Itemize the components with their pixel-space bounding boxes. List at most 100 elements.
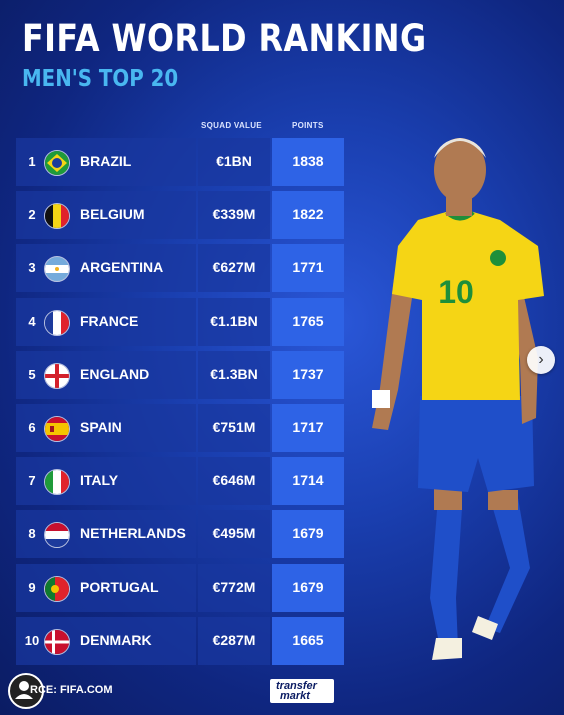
points-value: 1665 xyxy=(292,631,324,648)
points-cell: 1737 xyxy=(272,350,344,399)
page-subtitle: MEN'S TOP 20 xyxy=(22,66,179,92)
country-name: DENMARK xyxy=(80,631,152,648)
italy-flag-icon xyxy=(44,469,70,496)
table-row: 2 BELGIUM €339M 1822 xyxy=(16,191,344,240)
country-cell: 5 ENGLAND xyxy=(16,350,196,399)
country-cell: 10 DENMARK xyxy=(16,616,196,665)
points-cell: 1679 xyxy=(272,563,344,612)
points-value: 1822 xyxy=(292,206,324,223)
rank-number: 8 xyxy=(28,526,36,542)
france-flag-icon xyxy=(44,309,70,336)
next-slide-button[interactable]: › xyxy=(527,346,555,374)
belgium-flag-icon xyxy=(44,203,70,230)
squad-value: €772M xyxy=(212,578,256,595)
table-row: 1 BRAZIL €1BN 1838 xyxy=(16,138,344,186)
logo-line-1: transfer xyxy=(276,680,317,692)
country-name: NETHERLANDS xyxy=(80,525,186,542)
rank-number: 1 xyxy=(28,154,36,169)
points-cell: 1822 xyxy=(272,191,344,240)
england-flag-icon xyxy=(44,362,70,389)
country-name: BELGIUM xyxy=(80,206,145,223)
table-row: 5 ENGLAND €1.3BN 1737 xyxy=(16,350,344,399)
squad-value: €1BN xyxy=(216,153,252,169)
points-value: 1771 xyxy=(292,259,324,276)
squad-value: €646M xyxy=(212,472,256,489)
chevron-right-icon: › xyxy=(538,351,544,368)
squad-value-cell: €339M xyxy=(198,191,270,240)
country-name: SPAIN xyxy=(80,419,122,435)
points-cell: 1838 xyxy=(272,138,344,186)
squad-value-cell: €772M xyxy=(198,563,270,612)
country-cell: 2 BELGIUM xyxy=(16,191,196,240)
points-cell: 1665 xyxy=(272,616,344,665)
points-cell: 1765 xyxy=(272,297,344,346)
squad-value-cell: €627M xyxy=(198,244,270,293)
rank-number: 5 xyxy=(28,366,36,382)
country-cell: 1 BRAZIL xyxy=(16,138,196,186)
squad-value: €495M xyxy=(212,525,256,542)
squad-value-cell: €1.3BN xyxy=(198,350,270,399)
country-name: BRAZIL xyxy=(80,153,132,169)
squad-value-cell: €751M xyxy=(198,404,270,452)
points-value: 1717 xyxy=(292,419,324,435)
rank-number: 10 xyxy=(24,632,40,648)
squad-value-cell: €287M xyxy=(198,616,270,665)
country-name: FRANCE xyxy=(80,312,139,329)
table-row: 9 PORTUGAL €772M 1679 xyxy=(16,563,344,612)
points-cell: 1714 xyxy=(272,457,344,506)
logo-line-2: markt xyxy=(280,690,310,702)
denmark-flag-icon xyxy=(44,628,70,655)
squad-value: €339M xyxy=(212,206,256,223)
rank-number: 9 xyxy=(28,579,36,595)
source-credit: RCE: FIFA.COM xyxy=(30,684,113,696)
rank-number: 2 xyxy=(28,207,36,223)
page-title: FIFA WORLD RANKING xyxy=(22,17,427,60)
points-value: 1679 xyxy=(292,525,324,542)
points-cell: 1679 xyxy=(272,510,344,559)
table-row: 7 ITALY €646M 1714 xyxy=(16,457,344,506)
rank-number: 6 xyxy=(28,420,36,435)
jersey-number: 10 xyxy=(438,274,474,310)
table-row: 6 SPAIN €751M 1717 xyxy=(16,404,344,452)
rank-number: 4 xyxy=(28,313,36,329)
points-value: 1838 xyxy=(292,153,324,169)
squad-value: €627M xyxy=(212,259,256,276)
rank-number: 3 xyxy=(28,260,36,276)
country-cell: 7 ITALY xyxy=(16,457,196,506)
table-row: 4 FRANCE €1.1BN 1765 xyxy=(16,297,344,346)
country-name: PORTUGAL xyxy=(80,578,159,595)
squad-value-cell: €1.1BN xyxy=(198,297,270,346)
country-cell: 6 SPAIN xyxy=(16,404,196,452)
country-name: ARGENTINA xyxy=(80,259,164,276)
table-row: 10 DENMARK €287M 1665 xyxy=(16,616,344,665)
table-row: 3 ARGENTINA €627M 1771 xyxy=(16,244,344,293)
country-cell: 4 FRANCE xyxy=(16,297,196,346)
column-header-points: POINTS xyxy=(292,121,324,130)
table-row: 8 NETHERLANDS €495M 1679 xyxy=(16,510,344,559)
user-avatar-icon[interactable] xyxy=(8,673,44,709)
column-header-squad-value: SQUAD VALUE xyxy=(201,121,262,130)
squad-value-cell: €1BN xyxy=(198,138,270,186)
squad-value: €751M xyxy=(212,419,256,435)
transfermarkt-logo: transfer markt xyxy=(270,679,334,703)
country-cell: 8 NETHERLANDS xyxy=(16,510,196,559)
rank-number: 7 xyxy=(28,473,36,489)
squad-value-cell: €646M xyxy=(198,457,270,506)
points-value: 1679 xyxy=(292,578,324,595)
points-value: 1714 xyxy=(292,472,324,489)
portugal-flag-icon xyxy=(44,575,70,602)
argentina-flag-icon xyxy=(44,256,70,283)
points-value: 1737 xyxy=(292,365,324,382)
squad-value-cell: €495M xyxy=(198,510,270,559)
country-name: ITALY xyxy=(80,472,119,489)
points-cell: 1771 xyxy=(272,244,344,293)
brazil-flag-icon xyxy=(44,150,70,176)
squad-value: €287M xyxy=(212,631,256,648)
points-cell: 1717 xyxy=(272,404,344,452)
squad-value: €1.3BN xyxy=(210,365,258,382)
netherlands-flag-icon xyxy=(44,522,70,549)
points-value: 1765 xyxy=(292,312,324,329)
player-photo: 10 xyxy=(372,138,544,660)
country-cell: 9 PORTUGAL xyxy=(16,563,196,612)
country-name: ENGLAND xyxy=(80,365,150,382)
